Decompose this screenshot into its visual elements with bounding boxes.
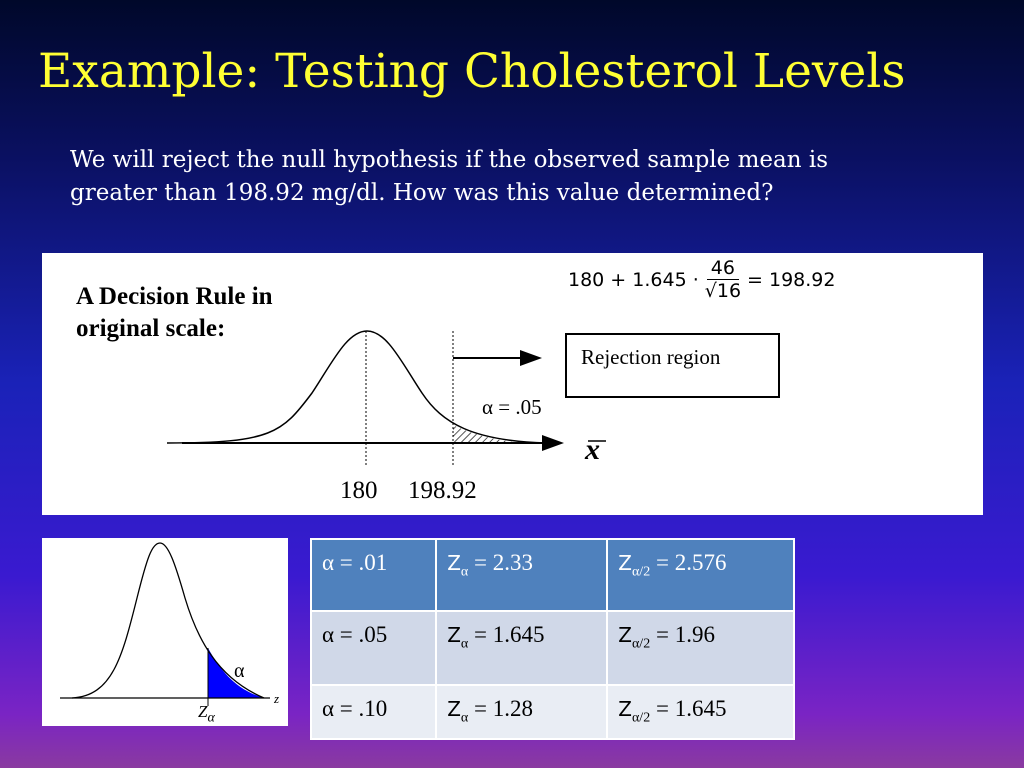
alpha-label: α = .05 [482, 395, 542, 419]
z-half-cell: Zα/2 = 2.576 [606, 538, 795, 612]
tail-shading [453, 425, 547, 443]
z-alpha-sub: α [207, 710, 215, 726]
normal-curve-svg [166, 330, 606, 465]
slide-body: We will reject the null hypothesis if th… [70, 144, 930, 210]
axis-arrowhead [542, 435, 564, 451]
z-axis-label: z [274, 691, 280, 706]
alpha-cell: α = .01 [309, 538, 438, 612]
heading-line-2: original scale: [76, 315, 226, 342]
slide-title: Example: Testing Cholesterol Levels [38, 44, 906, 99]
tick-mean: 180 [340, 477, 378, 504]
formula-numerator: 46 [706, 257, 739, 280]
z-cell: Zα = 1.645 [435, 610, 609, 686]
z-alpha-label: Zα [198, 702, 215, 726]
body-line-1: We will reject the null hypothesis if th… [70, 147, 829, 173]
formula-rhs: = 198.92 [747, 268, 836, 291]
alpha-cell: α = .10 [309, 684, 438, 740]
z-cell: Zα = 1.28 [435, 684, 609, 740]
rejection-arrowhead [520, 350, 542, 366]
formula-denominator: √16 [704, 280, 742, 302]
z-half-cell: Zα/2 = 1.96 [606, 610, 795, 686]
table-row: α = .05 Zα = 1.645 Zα/2 = 1.96 [309, 610, 795, 686]
formula-lhs: 180 + 1.645 · [568, 268, 699, 291]
table-row: α = .10 Zα = 1.28 Zα/2 = 1.645 [309, 684, 795, 740]
body-line-2: greater than 198.92 mg/dl. How was this … [70, 180, 774, 206]
alpha-cell: α = .05 [309, 610, 438, 686]
rejection-label: Rejection region [581, 345, 721, 369]
rejection-region-box: Rejection region [565, 333, 780, 398]
standard-normal-figure: α z Zα [42, 538, 288, 726]
tail-fill [208, 648, 264, 698]
normal-curve [166, 330, 548, 444]
standard-normal-curve [71, 542, 265, 699]
figure-heading: A Decision Rule in original scale: [76, 281, 273, 345]
small-alpha-label: α [234, 660, 245, 682]
formula: 180 + 1.645 · 46 √16 = 198.92 [568, 257, 836, 302]
z-alpha-z: Z [198, 702, 208, 721]
table-row: α = .01 Zα = 2.33 Zα/2 = 2.576 [309, 538, 795, 612]
z-half-cell: Zα/2 = 1.645 [606, 684, 795, 740]
tick-critical: 198.92 [408, 477, 477, 504]
xbar-label: x [585, 433, 600, 466]
heading-line-1: A Decision Rule in [76, 283, 273, 310]
decision-rule-figure: A Decision Rule in original scale: 180 +… [42, 253, 983, 515]
critical-values-table: α = .01 Zα = 2.33 Zα/2 = 2.576 α = .05 Z… [309, 538, 795, 740]
z-cell: Zα = 2.33 [435, 538, 609, 612]
standard-normal-svg [60, 542, 270, 706]
